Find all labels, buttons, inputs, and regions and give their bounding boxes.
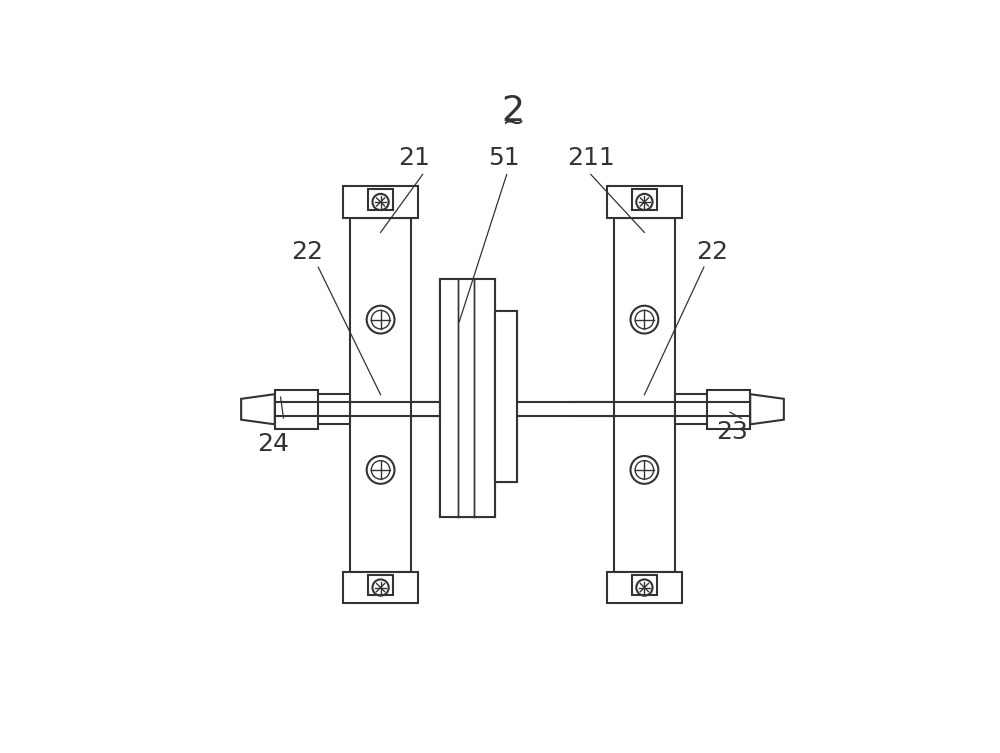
Bar [632,189,657,209]
Bar [495,311,517,482]
Bar [411,402,614,416]
Bar [607,186,682,218]
Bar [368,189,393,209]
Bar [312,394,350,425]
Bar [440,279,495,517]
Text: 23: 23 [716,419,748,444]
Text: 211: 211 [567,146,615,170]
Bar [368,575,393,595]
Text: 51: 51 [488,146,520,170]
Bar [275,389,318,429]
Bar [675,394,713,425]
Bar [343,186,418,218]
Text: ∼: ∼ [501,108,524,136]
Bar [607,572,682,603]
Bar [440,279,495,517]
Text: 22: 22 [697,240,729,264]
Bar [439,279,572,517]
Text: 2: 2 [501,93,524,128]
Polygon shape [750,394,784,425]
Bar [632,575,657,595]
Bar [343,572,418,603]
Text: 24: 24 [258,432,290,456]
Text: 21: 21 [398,146,430,170]
Bar [495,311,517,482]
Bar [707,389,750,429]
Polygon shape [241,394,275,425]
Bar [350,218,411,572]
Bar [614,218,675,572]
Text: 22: 22 [291,240,323,264]
